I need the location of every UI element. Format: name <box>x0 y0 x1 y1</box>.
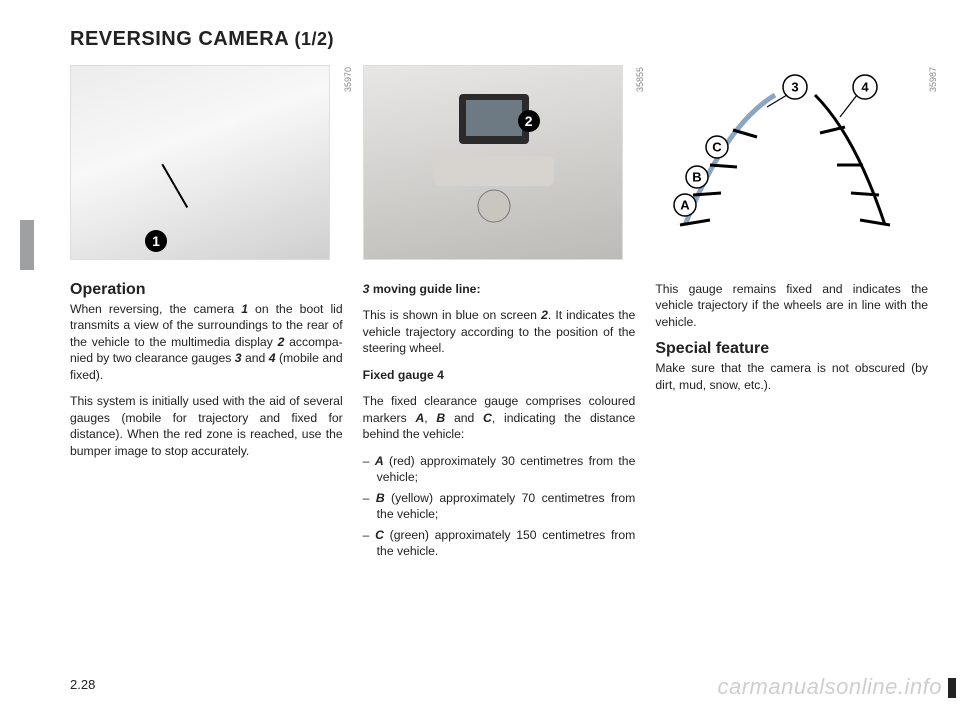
bullet-A: – A (red) approximately 30 centime­tres … <box>363 453 636 486</box>
col2-h4: Fixed gauge 4 <box>363 367 636 383</box>
figure-2: 35855 2 <box>363 65 636 265</box>
callout-1: 1 <box>145 230 167 252</box>
bullet-C: – C (green) approximately 150 centi­metr… <box>363 527 636 560</box>
figure-3-diagram: A B C 3 4 <box>655 65 915 260</box>
figure-1: 35970 1 <box>70 65 343 265</box>
col3-heading: Special feature <box>655 340 928 358</box>
svg-text:4: 4 <box>862 80 870 95</box>
figure-1-code: 35970 <box>343 67 353 92</box>
col1-p1: When reversing, the camera 1 on the boot… <box>70 301 343 383</box>
figure-1-image <box>70 65 330 260</box>
col3-p2: Make sure that the camera is not ob­scur… <box>655 360 928 393</box>
page-title: REVERSING CAMERA (1/2) <box>70 28 928 51</box>
col1-heading: Operation <box>70 281 343 299</box>
svg-text:3: 3 <box>792 80 799 95</box>
col2-p1: This is shown in blue on screen 2. It in… <box>363 307 636 356</box>
watermark-dot <box>948 678 956 698</box>
content-columns: 35970 1 Operation When reversing, the ca… <box>70 65 928 564</box>
svg-text:B: B <box>693 170 702 185</box>
col2-lead: 3 moving guide line: <box>363 281 636 297</box>
guide-line-4-right <box>815 95 885 225</box>
svg-text:C: C <box>713 140 723 155</box>
page-number: 2.28 <box>70 677 95 692</box>
column-1: 35970 1 Operation When reversing, the ca… <box>70 65 343 564</box>
title-sub: (1/2) <box>294 29 334 49</box>
svg-text:A: A <box>681 198 691 213</box>
watermark: carmanualsonline.info <box>717 674 942 700</box>
column-3: 35987 A B <box>655 65 928 564</box>
guide-line-3-left <box>685 95 775 225</box>
figure-3: 35987 A B <box>655 65 928 265</box>
col2-bullets: – A (red) approximately 30 centime­tres … <box>363 453 636 560</box>
figure-2-image <box>363 65 623 260</box>
figure-3-code: 35987 <box>928 67 938 92</box>
figure-2-code: 35855 <box>635 67 645 92</box>
col2-p2: The fixed clearance gauge comprises colo… <box>363 393 636 442</box>
column-2: 35855 2 3 moving guide line: This is sho… <box>363 65 636 564</box>
col1-p2: This system is initially used with the a… <box>70 393 343 459</box>
col3-p1: This gauge remains fixed and indicates t… <box>655 281 928 330</box>
section-tab <box>20 220 34 270</box>
bullet-B: – B (yellow) approximately 70 centi­metr… <box>363 490 636 523</box>
figure-2-svg <box>364 66 624 261</box>
title-main: REVERSING CAMERA <box>70 28 288 50</box>
callout-2: 2 <box>518 110 540 132</box>
